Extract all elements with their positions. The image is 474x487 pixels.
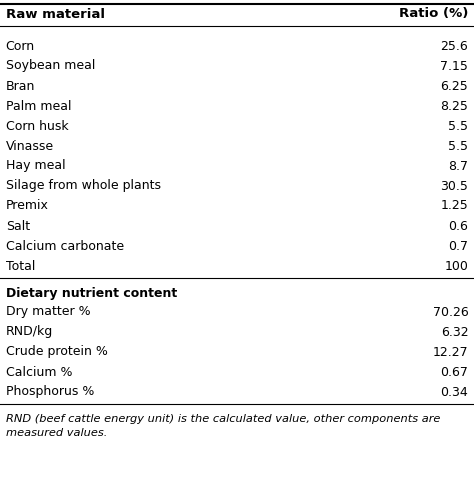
Text: 5.5: 5.5 bbox=[448, 119, 468, 132]
Text: Ratio (%): Ratio (%) bbox=[399, 7, 468, 20]
Text: Dry matter %: Dry matter % bbox=[6, 305, 91, 318]
Text: Vinasse: Vinasse bbox=[6, 139, 54, 152]
Text: 25.6: 25.6 bbox=[440, 39, 468, 53]
Text: 70.26: 70.26 bbox=[433, 305, 468, 318]
Text: 8.25: 8.25 bbox=[440, 99, 468, 112]
Text: Salt: Salt bbox=[6, 220, 30, 232]
Text: 30.5: 30.5 bbox=[440, 180, 468, 192]
Text: 0.7: 0.7 bbox=[448, 240, 468, 252]
Text: RND/kg: RND/kg bbox=[6, 325, 53, 338]
Text: 7.15: 7.15 bbox=[440, 59, 468, 73]
Text: Silage from whole plants: Silage from whole plants bbox=[6, 180, 161, 192]
Text: 8.7: 8.7 bbox=[448, 160, 468, 172]
Text: RND (beef cattle energy unit) is the calculated value, other components are
meas: RND (beef cattle energy unit) is the cal… bbox=[6, 414, 440, 438]
Text: Raw material: Raw material bbox=[6, 7, 105, 20]
Text: Crude protein %: Crude protein % bbox=[6, 345, 108, 358]
Text: 5.5: 5.5 bbox=[448, 139, 468, 152]
Text: Palm meal: Palm meal bbox=[6, 99, 71, 112]
Text: Calcium carbonate: Calcium carbonate bbox=[6, 240, 124, 252]
Text: Calcium %: Calcium % bbox=[6, 366, 72, 378]
Text: Corn: Corn bbox=[6, 39, 35, 53]
Text: Corn husk: Corn husk bbox=[6, 119, 68, 132]
Text: 6.25: 6.25 bbox=[440, 79, 468, 93]
Text: 0.34: 0.34 bbox=[440, 386, 468, 398]
Text: Bran: Bran bbox=[6, 79, 35, 93]
Text: Soybean meal: Soybean meal bbox=[6, 59, 95, 73]
Text: Dietary nutrient content: Dietary nutrient content bbox=[6, 287, 177, 300]
Text: Total: Total bbox=[6, 260, 35, 273]
Text: 100: 100 bbox=[445, 260, 468, 273]
Text: 6.32: 6.32 bbox=[441, 325, 468, 338]
Text: Phosphorus %: Phosphorus % bbox=[6, 386, 94, 398]
Text: Hay meal: Hay meal bbox=[6, 160, 65, 172]
Text: Premix: Premix bbox=[6, 200, 48, 212]
Text: 12.27: 12.27 bbox=[433, 345, 468, 358]
Text: 0.6: 0.6 bbox=[448, 220, 468, 232]
Text: 1.25: 1.25 bbox=[440, 200, 468, 212]
Text: 0.67: 0.67 bbox=[440, 366, 468, 378]
